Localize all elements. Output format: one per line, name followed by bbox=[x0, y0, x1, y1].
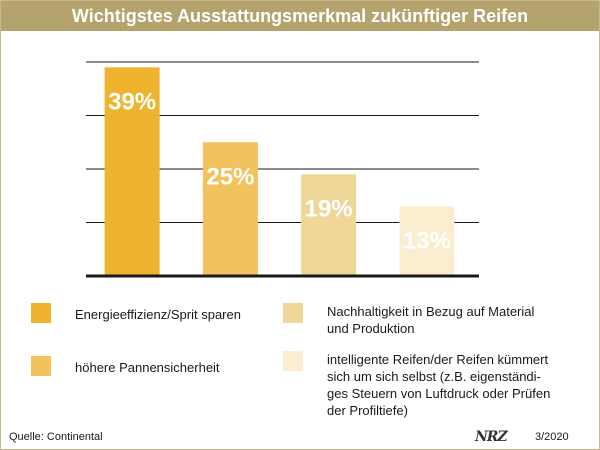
legend-label: Energieeffizienz/Sprit sparen bbox=[75, 307, 241, 322]
bar-value-label: 25% bbox=[206, 163, 254, 190]
legend-item: Nachhaltigkeit in Bezug auf Material und… bbox=[283, 303, 534, 337]
bar-value-label: 19% bbox=[305, 195, 353, 222]
legend-item: intelligente Reifen/der Reifen kümmert s… bbox=[283, 351, 550, 419]
legend-label: intelligente Reifen/der Reifen kümmert s… bbox=[327, 352, 551, 418]
legend-swatch bbox=[31, 303, 51, 323]
issue-date: 3/2020 bbox=[535, 431, 569, 443]
source-note: Quelle: Continental bbox=[9, 431, 103, 443]
bar bbox=[301, 174, 357, 276]
bar bbox=[399, 206, 455, 276]
legend-swatch bbox=[31, 356, 51, 376]
bar-value-label: 39% bbox=[108, 88, 156, 115]
title-bar bbox=[1, 1, 599, 31]
legend-label: Nachhaltigkeit in Bezug auf Material und… bbox=[327, 304, 535, 336]
bar bbox=[104, 67, 160, 276]
legend-swatch bbox=[283, 351, 303, 371]
publisher-logo: NRZ bbox=[475, 429, 508, 445]
bar-chart: 39% 25% 19% 13% bbox=[86, 61, 479, 278]
legend-swatch bbox=[283, 303, 303, 323]
legend-item: Energieeffizienz/Sprit sparen bbox=[31, 303, 241, 323]
legend-label: höhere Pannensicherheit bbox=[75, 360, 220, 375]
legend-item: höhere Pannensicherheit bbox=[31, 356, 220, 376]
bar bbox=[202, 142, 258, 276]
bar-value-label: 13% bbox=[403, 227, 451, 254]
chart-title: Wichtigstes Ausstattungsmerkmal zukünfti… bbox=[71, 6, 529, 26]
